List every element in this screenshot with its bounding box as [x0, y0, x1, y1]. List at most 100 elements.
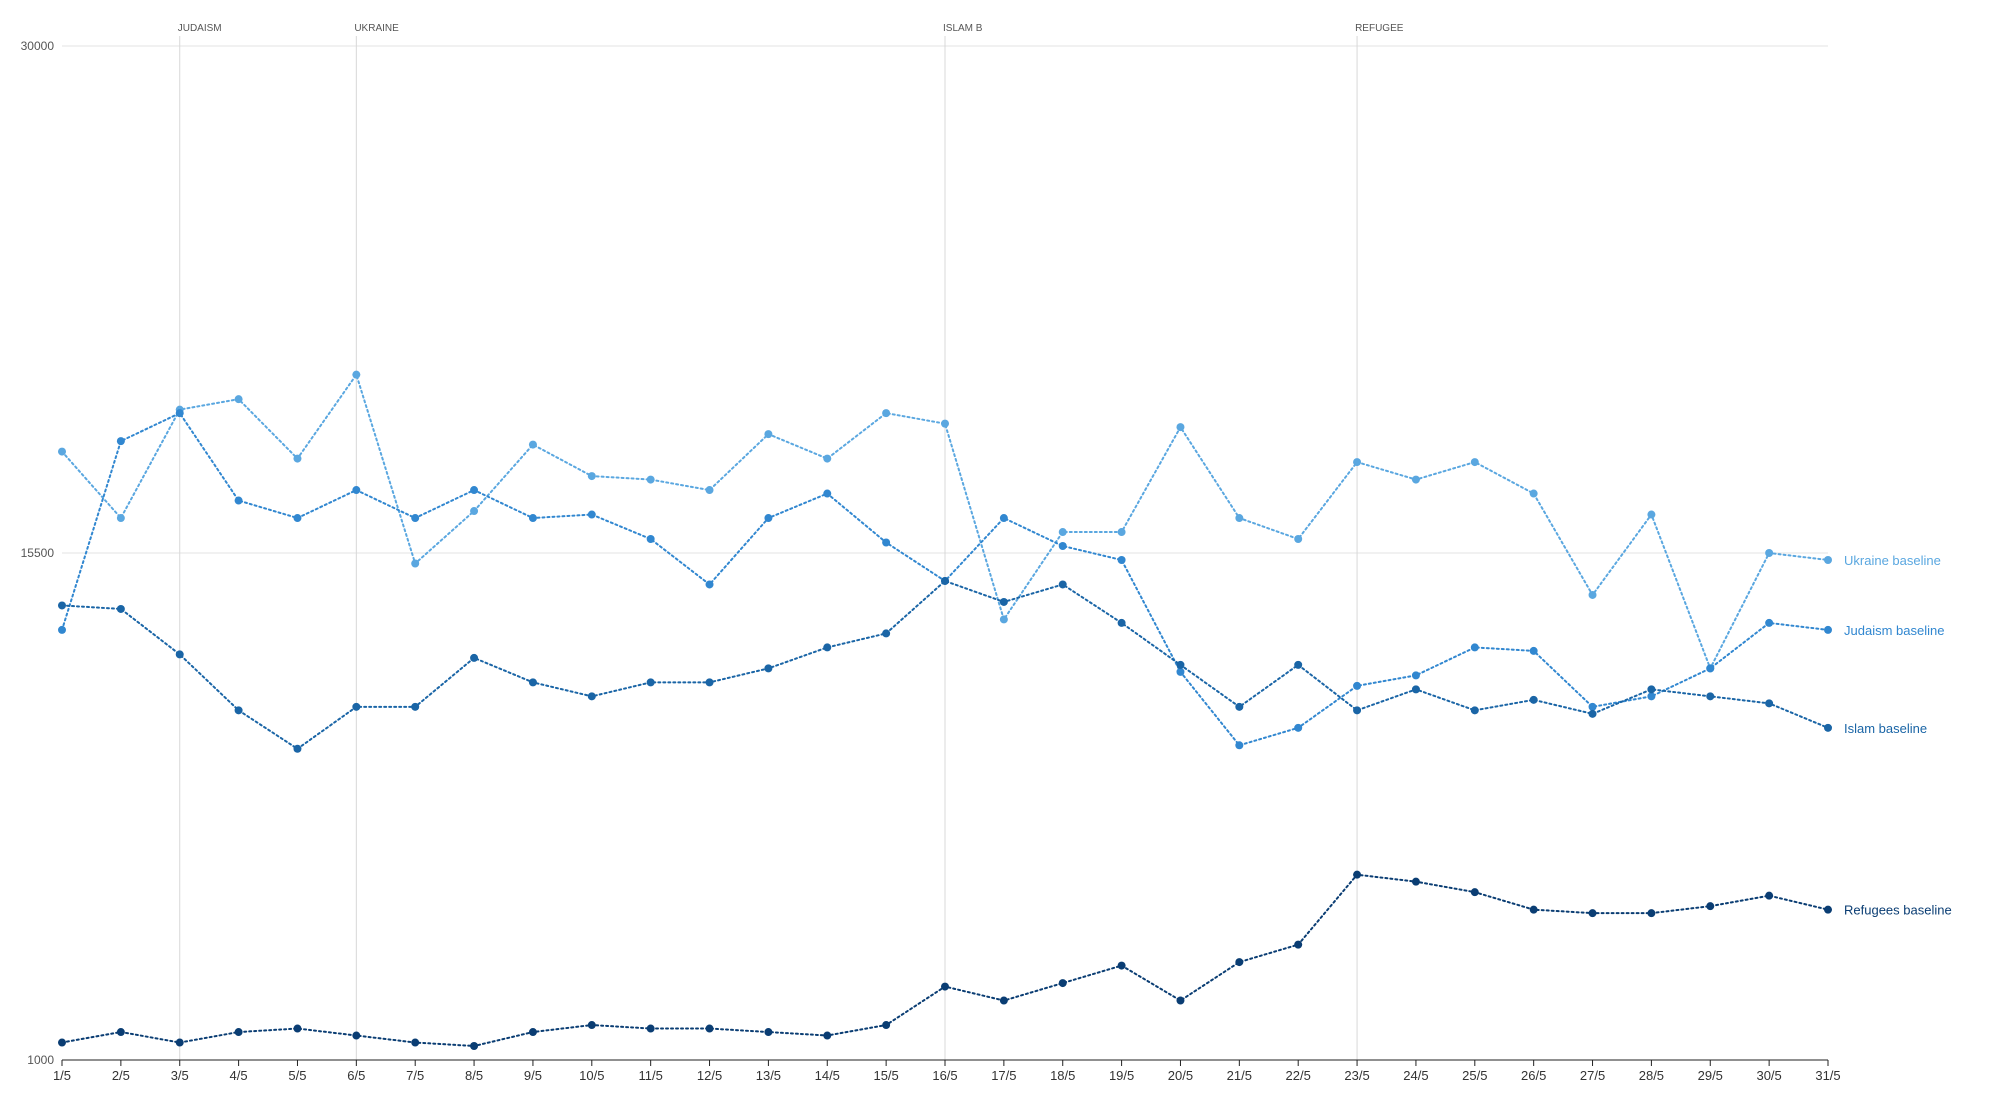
data-point-refugees-baseline — [1294, 940, 1303, 949]
data-point-refugees-baseline — [528, 1028, 537, 1037]
x-tick-label: 3/5 — [171, 1068, 189, 1083]
data-point-islam-baseline — [1529, 695, 1538, 704]
data-point-ukraine-baseline — [234, 395, 243, 404]
data-point-islam-baseline — [1647, 685, 1656, 694]
data-point-judaism-baseline — [1529, 646, 1538, 655]
data-point-ukraine-baseline — [116, 514, 125, 523]
data-point-refugees-baseline — [234, 1028, 243, 1037]
data-point-judaism-baseline — [1765, 618, 1774, 627]
data-point-judaism-baseline — [1647, 692, 1656, 701]
x-tick-label: 25/5 — [1462, 1068, 1487, 1083]
x-tick-label: 18/5 — [1050, 1068, 1075, 1083]
data-point-refugees-baseline — [1176, 996, 1185, 1005]
x-tick-label: 13/5 — [756, 1068, 781, 1083]
data-point-ukraine-baseline — [999, 615, 1008, 624]
data-point-judaism-baseline — [528, 514, 537, 523]
data-point-refugees-baseline — [882, 1021, 891, 1030]
x-tick-label: 20/5 — [1168, 1068, 1193, 1083]
data-point-ukraine-baseline — [1470, 458, 1479, 467]
data-point-refugees-baseline — [1706, 902, 1715, 911]
data-point-judaism-baseline — [58, 625, 66, 634]
data-point-islam-baseline — [646, 678, 655, 687]
x-tick-label: 4/5 — [230, 1068, 248, 1083]
data-point-islam-baseline — [234, 706, 243, 715]
data-point-ukraine-baseline — [1765, 549, 1774, 557]
data-point-islam-baseline — [1235, 702, 1244, 711]
data-point-judaism-baseline — [1588, 702, 1597, 711]
x-tick-label: 31/5 — [1815, 1068, 1840, 1083]
data-point-ukraine-baseline — [1235, 514, 1244, 523]
data-point-islam-baseline — [823, 643, 832, 652]
data-point-judaism-baseline — [293, 514, 302, 523]
data-point-ukraine-baseline — [1058, 528, 1067, 537]
data-point-refugees-baseline — [941, 982, 949, 991]
series-label-islam-baseline: Islam baseline — [1844, 721, 1927, 736]
data-point-ukraine-baseline — [705, 486, 714, 495]
x-tick-label: 28/5 — [1639, 1068, 1664, 1083]
x-tick-label: 5/5 — [288, 1068, 306, 1083]
data-point-islam-baseline — [1353, 706, 1362, 715]
data-point-refugees-baseline — [1588, 909, 1597, 918]
series-label-ukraine-baseline: Ukraine baseline — [1844, 553, 1941, 568]
data-point-refugees-baseline — [587, 1021, 596, 1030]
data-point-refugees-baseline — [999, 996, 1008, 1005]
data-point-judaism-baseline — [411, 514, 420, 523]
y-tick-label: 1000 — [27, 1053, 54, 1067]
data-point-refugees-baseline — [705, 1024, 714, 1033]
data-point-ukraine-baseline — [941, 419, 949, 428]
event-label: UKRAINE — [354, 23, 399, 34]
y-tick-label: 30000 — [21, 39, 55, 53]
x-tick-label: 10/5 — [579, 1068, 604, 1083]
series-labels: Ukraine baseline Judaism baseline Islam ba… — [1844, 553, 1952, 918]
data-point-islam-baseline — [1765, 699, 1774, 708]
data-point-ukraine-baseline — [1588, 590, 1597, 599]
data-point-judaism-baseline — [705, 580, 714, 589]
data-point-judaism-baseline — [1176, 667, 1185, 676]
data-point-islam-baseline — [941, 576, 949, 585]
data-point-islam-baseline — [175, 650, 184, 659]
data-point-refugees-baseline — [58, 1038, 66, 1047]
x-tick-label: 30/5 — [1756, 1068, 1781, 1083]
x-tick-label: 14/5 — [815, 1068, 840, 1083]
x-tick-label: 23/5 — [1344, 1068, 1369, 1083]
x-tick-label: 17/5 — [991, 1068, 1016, 1083]
data-point-islam-baseline — [705, 678, 714, 687]
data-point-refugees-baseline — [1353, 870, 1362, 879]
data-point-refugees-baseline — [1117, 961, 1126, 970]
x-tick-label: 26/5 — [1521, 1068, 1546, 1083]
data-point-ukraine-baseline — [352, 370, 361, 379]
data-point-islam-baseline — [58, 601, 66, 610]
data-point-ukraine-baseline — [58, 447, 66, 456]
data-point-islam-baseline — [764, 664, 773, 673]
data-point-islam-baseline — [352, 702, 361, 711]
data-point-judaism-baseline — [882, 538, 891, 547]
data-point-refugees-baseline — [1411, 877, 1420, 886]
data-point-ukraine-baseline — [823, 454, 832, 463]
data-point-judaism-baseline — [1824, 625, 1832, 634]
data-point-ukraine-baseline — [882, 409, 891, 418]
x-tick-label: 2/5 — [112, 1068, 130, 1083]
data-point-islam-baseline — [1117, 618, 1126, 627]
data-point-ukraine-baseline — [1176, 423, 1185, 432]
x-tick-label: 19/5 — [1109, 1068, 1134, 1083]
series-group — [58, 370, 1832, 1051]
data-point-refugees-baseline — [1529, 905, 1538, 914]
x-tick-label: 9/5 — [524, 1068, 542, 1083]
data-point-judaism-baseline — [646, 535, 655, 544]
data-point-islam-baseline — [882, 629, 891, 638]
x-tick-label: 29/5 — [1698, 1068, 1723, 1083]
data-point-judaism-baseline — [1470, 643, 1479, 652]
data-point-refugees-baseline — [1765, 891, 1774, 900]
data-point-judaism-baseline — [823, 489, 832, 498]
data-point-judaism-baseline — [1353, 681, 1362, 690]
data-point-ukraine-baseline — [1529, 489, 1538, 498]
y-tick-label: 15500 — [21, 546, 55, 560]
data-point-refugees-baseline — [1235, 958, 1244, 967]
data-point-refugees-baseline — [646, 1024, 655, 1033]
data-point-judaism-baseline — [234, 496, 243, 505]
data-point-islam-baseline — [470, 653, 479, 662]
event-label: REFUGEE — [1355, 23, 1404, 34]
data-point-ukraine-baseline — [587, 472, 596, 481]
x-tick-label: 12/5 — [697, 1068, 722, 1083]
